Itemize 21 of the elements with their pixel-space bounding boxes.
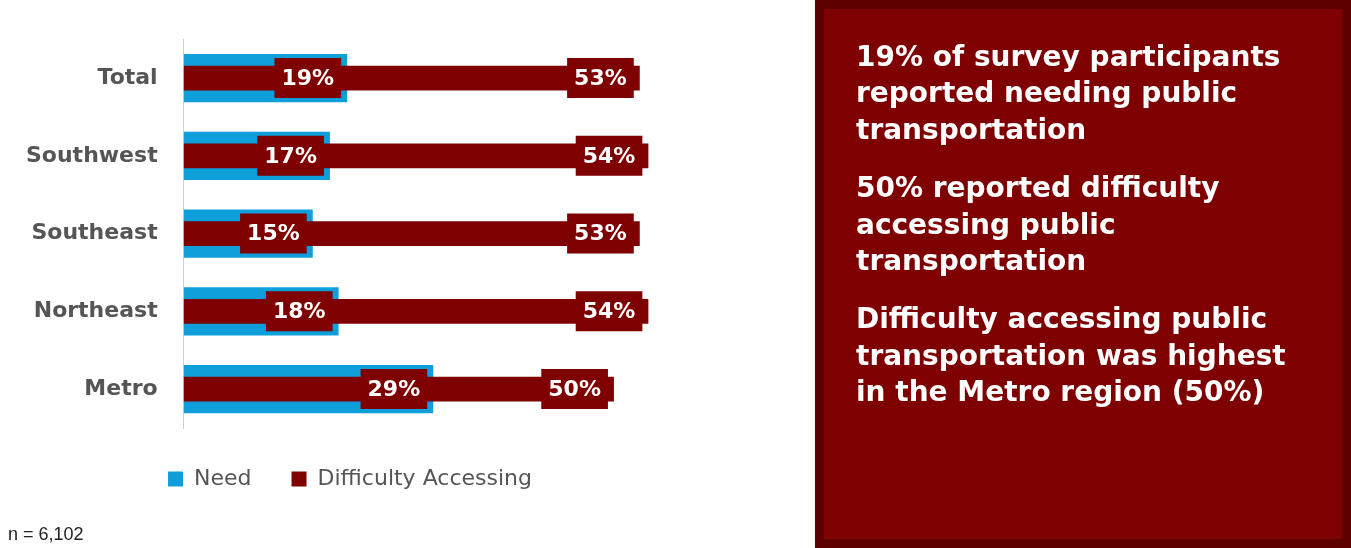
y-tick-label: Southeast xyxy=(31,219,159,245)
text: 19% of survey participants reported needing public transportation xyxy=(856,39,1282,148)
data-label: 54% xyxy=(582,298,636,324)
data-label: 15% xyxy=(247,220,300,246)
text: n = 6,102 xyxy=(8,524,84,545)
legend-label: Need xyxy=(194,464,252,490)
data-label: 19% xyxy=(281,64,335,90)
text: 50% reported difficulty accessing public transportation xyxy=(856,170,1221,279)
text: Difficulty accessing public transportation was highest in the Metro region (50%) xyxy=(856,301,1287,411)
y-tick-label: Total xyxy=(97,63,158,89)
data-label: 54% xyxy=(582,142,636,168)
legend-label: Difficulty Accessing xyxy=(317,464,532,490)
data-label: 53% xyxy=(574,64,627,90)
y-tick-label: Southwest xyxy=(26,141,159,167)
data-label: 18% xyxy=(272,298,326,324)
data-label: 50% xyxy=(548,375,601,401)
data-label: 29% xyxy=(367,375,421,401)
y-tick-label: Northeast xyxy=(33,297,159,323)
data-label: 53% xyxy=(574,220,627,246)
data-label: 17% xyxy=(264,142,317,168)
y-tick-label: Metro xyxy=(84,374,158,400)
